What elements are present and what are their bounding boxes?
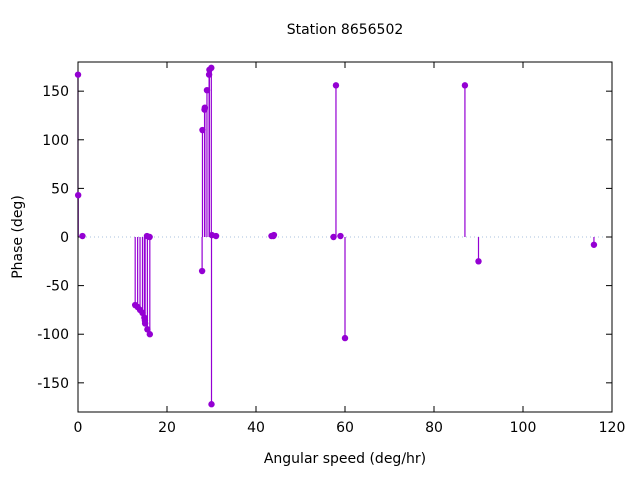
data-point	[201, 104, 209, 111]
x-tick-label: 0	[74, 420, 83, 436]
data-point	[203, 86, 211, 94]
data-point	[79, 232, 86, 240]
data-point	[199, 126, 206, 134]
x-tick-label: 20	[158, 420, 176, 436]
data-point	[590, 241, 598, 248]
y-tick-label: 150	[42, 84, 69, 100]
data-point	[205, 71, 213, 78]
x-tick-label: 80	[425, 420, 443, 436]
data-point	[74, 191, 82, 199]
data-point	[337, 232, 344, 240]
data-point	[208, 64, 215, 72]
data-point	[146, 331, 154, 338]
data-point	[74, 71, 82, 78]
y-tick-label: 0	[60, 230, 69, 246]
data-point	[461, 82, 469, 89]
data-point	[139, 309, 146, 317]
x-tick-label: 100	[510, 420, 537, 436]
data-point	[332, 82, 340, 89]
data-point	[475, 258, 482, 265]
x-tick-label: 40	[247, 420, 265, 436]
y-tick-label: -100	[37, 327, 69, 343]
data-point	[270, 231, 278, 239]
data-point	[198, 267, 206, 275]
data-point	[212, 232, 220, 240]
y-tick-label: -50	[46, 279, 69, 295]
y-tick-label: 50	[51, 181, 69, 197]
y-tick-label: -150	[37, 376, 69, 392]
data-point	[341, 334, 349, 342]
x-axis-label: Angular speed (deg/hr)	[263, 451, 427, 467]
chart-title: Station 8656502	[286, 22, 404, 38]
data-point	[146, 233, 153, 241]
data-point	[208, 401, 215, 408]
data-point	[330, 233, 337, 241]
data-point	[144, 326, 151, 333]
x-tick-label: 120	[599, 420, 626, 436]
data-point	[141, 320, 149, 327]
x-tick-label: 60	[336, 420, 354, 436]
y-tick-label: 100	[42, 133, 69, 149]
